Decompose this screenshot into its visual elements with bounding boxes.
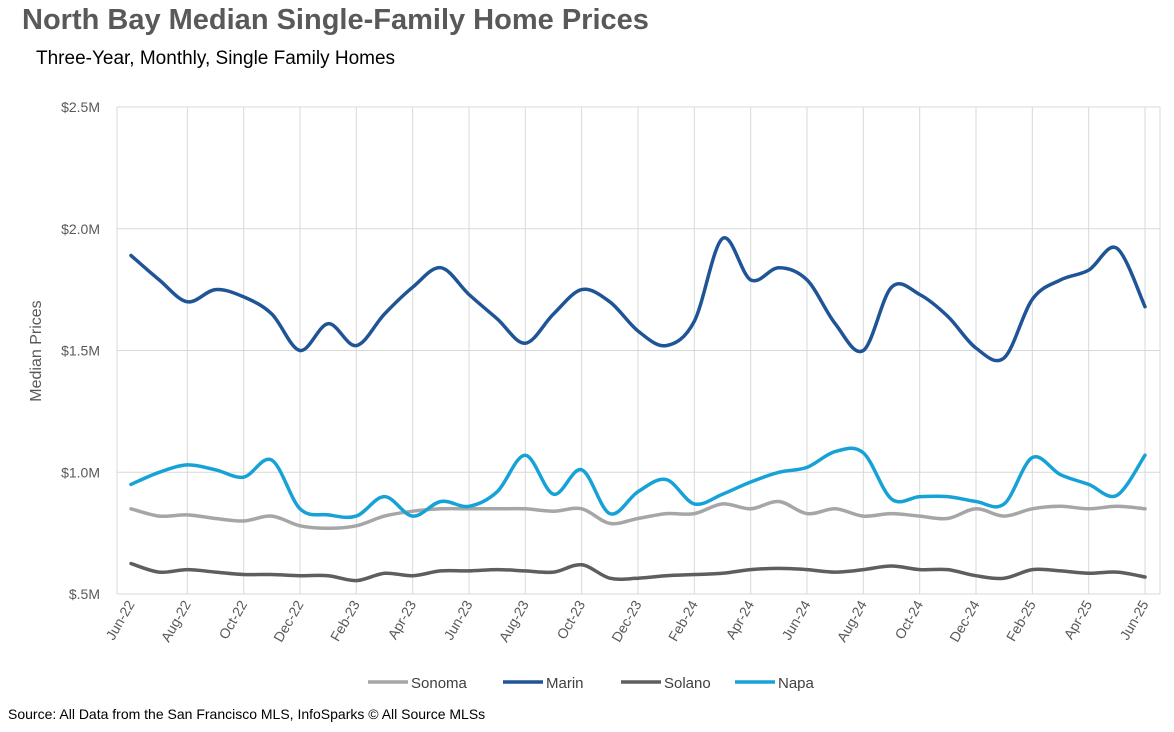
x-tick-label: Dec-23 <box>608 597 645 644</box>
legend-item-solano[interactable]: Solano <box>621 675 711 692</box>
legend-label-marin: Marin <box>546 675 584 692</box>
legend-item-marin[interactable]: Marin <box>503 675 584 692</box>
line-chart: $.5M $1.0M $1.5M $2.0M $2.5M Median Prices J… <box>28 99 1161 692</box>
series-line-marin <box>129 236 1147 363</box>
y-tick-label: $1.5M <box>61 343 100 359</box>
y-tick-label: $1.0M <box>61 464 100 480</box>
chart-title: North Bay Median Single-Family Home Pric… <box>22 4 649 36</box>
y-tick-label: $2.0M <box>61 221 100 237</box>
x-tick-label: Oct-22 <box>215 597 250 642</box>
legend[interactable]: Sonoma Marin Solano Napa <box>368 675 815 692</box>
series-line-sonoma <box>129 499 1147 531</box>
x-tick-label: Feb-25 <box>1003 597 1039 644</box>
series-lines <box>129 236 1147 583</box>
x-tick-label: Dec-22 <box>270 597 307 644</box>
x-tick-label: Jun-23 <box>440 597 475 642</box>
source-note: Source: All Data from the San Francisco … <box>8 706 486 722</box>
series-line-solano <box>129 561 1147 583</box>
series-line-napa <box>129 446 1147 520</box>
gridlines <box>116 106 1161 595</box>
legend-label-solano: Solano <box>664 675 711 692</box>
x-tick-label: Jun-24 <box>778 597 813 642</box>
x-tick-label: Jun-25 <box>1116 597 1151 642</box>
x-axis-ticks: Jun-22 Aug-22 Oct-22 Dec-22 Feb-23 Apr-23 Jun-… <box>102 597 1151 644</box>
y-tick-label: $.5M <box>69 586 100 602</box>
x-tick-label: Oct-23 <box>553 597 588 642</box>
x-tick-label: Aug-23 <box>495 597 532 644</box>
chart-subtitle: Three-Year, Monthly, Single Family Homes <box>36 48 396 69</box>
x-tick-label: Apr-23 <box>384 597 419 642</box>
x-tick-label: Apr-24 <box>722 597 757 642</box>
x-tick-label: Feb-23 <box>327 597 363 644</box>
x-tick-label: Feb-24 <box>665 597 701 644</box>
y-tick-label: $2.5M <box>61 99 100 115</box>
x-tick-label: Aug-24 <box>833 597 870 644</box>
legend-item-sonoma[interactable]: Sonoma <box>368 675 468 692</box>
x-tick-label: Dec-24 <box>946 597 983 644</box>
legend-item-napa[interactable]: Napa <box>735 675 815 692</box>
x-tick-label: Aug-22 <box>157 597 194 644</box>
legend-label-sonoma: Sonoma <box>411 675 468 692</box>
y-axis-label: Median Prices <box>28 300 45 401</box>
x-tick-label: Apr-25 <box>1060 597 1095 642</box>
x-tick-label: Jun-22 <box>102 597 137 642</box>
legend-label-napa: Napa <box>778 675 815 692</box>
y-axis-ticks: $.5M $1.0M $1.5M $2.0M $2.5M <box>61 99 100 602</box>
x-tick-label: Oct-24 <box>891 597 926 642</box>
